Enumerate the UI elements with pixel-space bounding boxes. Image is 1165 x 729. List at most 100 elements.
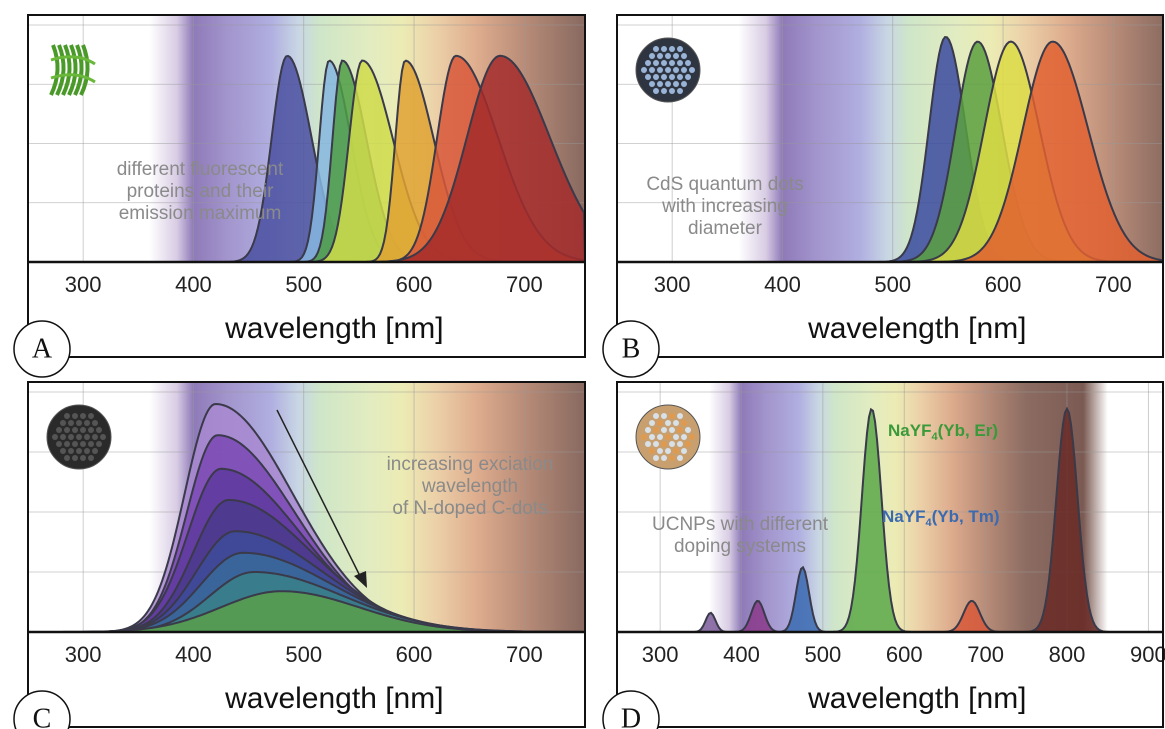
- particle-cell: [84, 448, 90, 454]
- particle-cell: [76, 420, 82, 426]
- particle-cell: [657, 81, 663, 87]
- particle-cell: [665, 434, 671, 440]
- particle-cell: [72, 413, 78, 419]
- particle-cell: [68, 420, 74, 426]
- particle-cell: [681, 434, 687, 440]
- annotation: doping systems: [674, 536, 806, 557]
- particle-cell: [653, 455, 659, 461]
- particle-cell: [64, 441, 70, 447]
- x-tick-label: 700: [506, 272, 543, 297]
- x-tick-label: 500: [285, 642, 322, 667]
- particle-cell: [677, 427, 683, 433]
- annotation: increasing exciation: [387, 454, 554, 475]
- particle-cell: [653, 427, 659, 433]
- particle-cell: [677, 455, 683, 461]
- particle-cell: [649, 448, 655, 454]
- particle-cell: [84, 420, 90, 426]
- annotation: wavelength: [421, 476, 518, 497]
- particle-cell: [88, 441, 94, 447]
- particle-cell: [653, 60, 659, 66]
- x-tick-label: 300: [65, 642, 102, 667]
- particle-cell: [661, 427, 667, 433]
- particle-cell: [88, 413, 94, 419]
- particle-cell: [649, 434, 655, 440]
- annotation: UCNPs with different: [652, 514, 829, 535]
- particle-cell: [669, 60, 675, 66]
- x-tick-label: 600: [396, 272, 433, 297]
- annotation: proteins and their: [127, 181, 274, 202]
- particle-cell: [673, 53, 679, 59]
- particle-cell: [673, 81, 679, 87]
- particle-cell: [52, 434, 58, 440]
- particle-cell: [673, 448, 679, 454]
- particle-cell: [665, 420, 671, 426]
- particle-cell: [673, 434, 679, 440]
- x-tick-label: 900: [1130, 642, 1165, 667]
- particle-cell: [657, 420, 663, 426]
- x-axis-title: wavelength [nm]: [224, 682, 443, 715]
- particle-cell: [649, 420, 655, 426]
- particle-cell: [661, 60, 667, 66]
- particle-cell: [677, 46, 683, 52]
- particle-cell: [100, 434, 106, 440]
- particle-cell: [681, 420, 687, 426]
- particle-cell: [653, 413, 659, 419]
- particle-cell: [665, 81, 671, 87]
- x-tick-label: 300: [654, 272, 691, 297]
- particle-cell: [657, 434, 663, 440]
- annotation: CdS quantum dots: [646, 174, 803, 195]
- particle-cell: [88, 427, 94, 433]
- particle-cell: [657, 67, 663, 73]
- particle-cell: [657, 448, 663, 454]
- particle-cell: [80, 441, 86, 447]
- particle-cell: [669, 413, 675, 419]
- particle-cell: [653, 441, 659, 447]
- particle-cell: [641, 67, 647, 73]
- particle-cell: [685, 441, 691, 447]
- particle-cell: [645, 441, 651, 447]
- particle-cell: [92, 434, 98, 440]
- x-tick-label: 400: [764, 272, 801, 297]
- particle-cell: [76, 434, 82, 440]
- particle-cell: [653, 88, 659, 94]
- particle-cell: [56, 441, 62, 447]
- particle-cell: [68, 448, 74, 454]
- particle-cell: [64, 455, 70, 461]
- particle-cell: [56, 427, 62, 433]
- particle-cell: [665, 53, 671, 59]
- x-axis-title: wavelength [nm]: [807, 682, 1026, 715]
- x-tick-label: 700: [506, 642, 543, 667]
- particle-cell: [669, 441, 675, 447]
- annotation: with increasing: [661, 196, 788, 217]
- x-tick-label: 400: [175, 642, 212, 667]
- particle-cell: [661, 455, 667, 461]
- particle-cell: [661, 46, 667, 52]
- particle-cell: [96, 441, 102, 447]
- panel: 300 400 500 600 700 wavelength [nm] increasing…: [14, 382, 585, 729]
- annotation: diameter: [688, 218, 763, 239]
- particle-cell: [92, 448, 98, 454]
- label-part: NaYF: [888, 421, 931, 440]
- particle-cell: [649, 67, 655, 73]
- x-tick-label: 300: [65, 272, 102, 297]
- particle-cell: [677, 74, 683, 80]
- label-part: (Yb, Er): [938, 421, 998, 440]
- particle-cell: [689, 67, 695, 73]
- particle-cell: [653, 46, 659, 52]
- particle-cell: [677, 60, 683, 66]
- panel-label: B: [622, 333, 641, 364]
- x-tick-label: 600: [396, 642, 433, 667]
- x-tick-label: 700: [1095, 272, 1132, 297]
- panel-label: C: [33, 703, 52, 729]
- particle-cell: [92, 420, 98, 426]
- particle-cell: [88, 455, 94, 461]
- particle-cell: [649, 81, 655, 87]
- annotation: different fluorescent: [117, 159, 284, 180]
- annotation: emission maximum: [119, 203, 282, 224]
- x-tick-label: 500: [805, 642, 842, 667]
- x-tick-label: 800: [1049, 642, 1086, 667]
- particle-cell: [665, 67, 671, 73]
- particle-cell: [72, 427, 78, 433]
- particle-cell: [645, 427, 651, 433]
